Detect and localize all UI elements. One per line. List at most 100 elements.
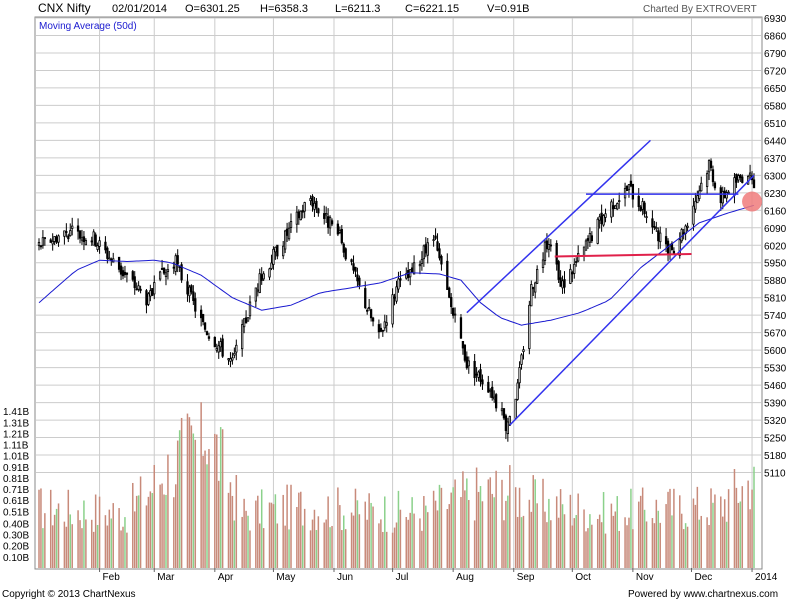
volume-bar — [298, 492, 300, 568]
volume-bar — [522, 515, 525, 568]
candle-down — [494, 394, 498, 409]
volume-bar — [65, 526, 68, 568]
price-tick-label: 6930 — [764, 14, 787, 25]
volume-bar — [343, 515, 345, 568]
candle-down — [145, 290, 148, 306]
volume-bar — [516, 516, 519, 568]
month-tick-label: 2014 — [755, 572, 778, 583]
volume-bar — [173, 497, 175, 568]
candle-down — [244, 317, 248, 324]
candle-down — [600, 212, 603, 225]
grid — [36, 17, 761, 568]
candle-up — [426, 242, 429, 256]
volume-bar — [51, 525, 54, 568]
candle-down — [356, 274, 359, 282]
candle-down — [559, 277, 562, 287]
candle-up — [217, 345, 220, 353]
candle-down — [315, 200, 318, 209]
candle-down — [377, 324, 381, 333]
volume-bar — [194, 439, 197, 568]
candle-up — [520, 354, 523, 365]
candle-up — [627, 184, 631, 191]
header-close: C=6221.15 — [405, 3, 459, 15]
candle-down — [549, 244, 552, 247]
candle-down — [82, 236, 86, 243]
candle-down — [481, 379, 484, 385]
volume-bar — [81, 528, 83, 568]
volume-bar — [133, 511, 136, 568]
price-tick-label: 5250 — [764, 434, 787, 445]
candle-up — [215, 348, 218, 351]
volume-bar — [192, 433, 195, 568]
price-tick-label: 5180 — [764, 451, 787, 462]
candle-up — [166, 269, 170, 273]
candle-down — [381, 329, 384, 332]
volume-bar — [684, 523, 687, 568]
volume-bar — [176, 440, 179, 568]
highlight-marker — [742, 191, 763, 212]
volume-bar — [108, 509, 111, 568]
candle-up — [584, 240, 588, 251]
volume-bar — [434, 500, 437, 568]
candle-down — [276, 244, 279, 257]
volume-bar — [708, 525, 710, 568]
volume-bar — [301, 525, 304, 568]
volume-bar — [190, 425, 193, 568]
candle-up — [541, 259, 545, 268]
volume-bar — [700, 515, 703, 568]
candle-down — [201, 314, 205, 323]
candle-down — [317, 208, 320, 214]
volume-bar — [528, 499, 531, 568]
price-tick-label: 6580 — [764, 101, 787, 112]
candle-down — [194, 298, 197, 312]
volume-bar — [464, 490, 466, 568]
volume-bar — [696, 486, 699, 568]
volume-bar — [624, 517, 626, 568]
price-tick-label: 5460 — [764, 381, 787, 392]
volume-bar — [284, 525, 286, 568]
volume-bar — [202, 455, 204, 568]
candle-up — [231, 357, 234, 361]
volume-bar — [380, 519, 382, 568]
volume-bar — [604, 533, 607, 568]
candle-up — [534, 282, 537, 293]
volume-bar — [438, 484, 441, 568]
volume-bar — [706, 517, 708, 568]
candle-down — [162, 267, 166, 274]
candle-down — [475, 373, 478, 376]
candle-down — [713, 182, 717, 189]
candle-down — [448, 287, 451, 298]
candle-up — [678, 239, 681, 256]
volume-bar — [139, 476, 142, 568]
volume-bar — [544, 511, 546, 568]
volume-bar — [67, 489, 70, 568]
candle-down — [657, 230, 660, 242]
candle-down — [563, 279, 566, 288]
candle-up — [422, 245, 425, 260]
volume-bar — [399, 509, 402, 568]
candle-up — [287, 227, 291, 240]
candle-down — [672, 250, 676, 254]
volume-bar — [725, 521, 728, 568]
candle-up — [432, 239, 435, 242]
price-tick-label: 5320 — [764, 416, 787, 427]
candle-up — [248, 301, 252, 317]
candle-up — [227, 358, 230, 361]
volume-bar — [518, 487, 521, 568]
volume-bar — [673, 488, 675, 568]
candle-up — [246, 317, 250, 322]
volume-bar — [720, 496, 722, 568]
candle-up — [508, 416, 511, 426]
candle-down — [176, 255, 179, 265]
volume-bar — [276, 523, 279, 568]
volume-bar — [723, 499, 726, 568]
volume-bar — [126, 532, 128, 568]
volume-bar — [727, 489, 730, 568]
volume-bar — [583, 509, 585, 568]
volume-bar — [735, 487, 738, 568]
candle-down — [213, 336, 216, 348]
candle-up — [577, 253, 580, 262]
volume-bar — [83, 500, 85, 568]
volume-bar — [352, 515, 355, 568]
candle-down — [131, 271, 134, 280]
